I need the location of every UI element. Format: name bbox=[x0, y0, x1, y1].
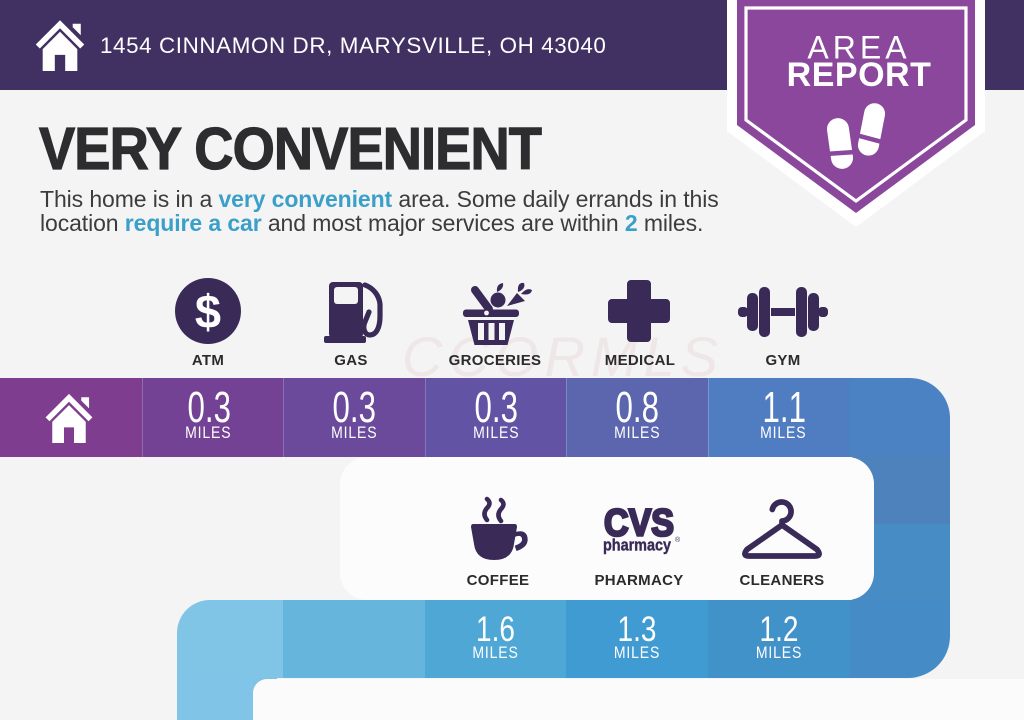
svg-text:AREA: AREA bbox=[807, 30, 910, 66]
svg-text:®: ® bbox=[675, 536, 681, 544]
svg-text:pharmacy: pharmacy bbox=[603, 536, 671, 555]
svg-text:$: $ bbox=[195, 285, 221, 338]
svg-text:REPORT: REPORT bbox=[787, 56, 932, 94]
svg-text:CVS: CVS bbox=[604, 503, 674, 545]
